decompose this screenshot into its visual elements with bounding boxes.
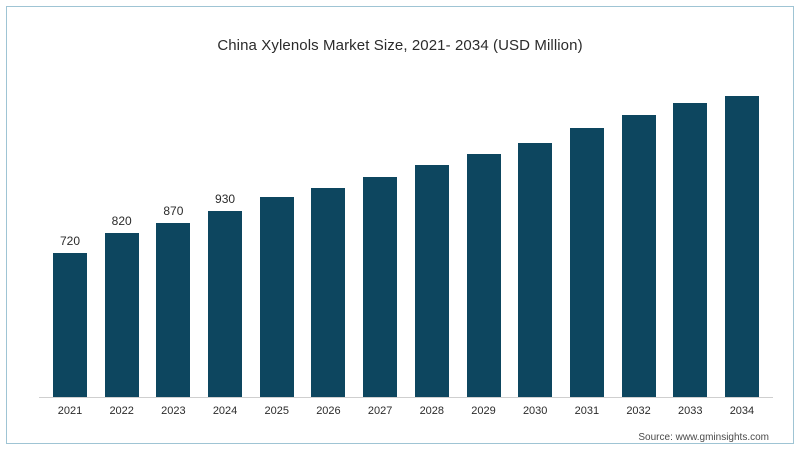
x-tick-label: 2029 xyxy=(471,405,496,417)
chart-title: China Xylenols Market Size, 2021- 2034 (… xyxy=(217,37,583,54)
bar-rect[interactable] xyxy=(673,103,708,397)
bar-value-label: 720 xyxy=(59,234,81,248)
bar-slot[interactable] xyxy=(355,77,405,397)
bar-slot[interactable] xyxy=(562,77,612,397)
bar-rect[interactable] xyxy=(414,165,449,397)
bar-slot[interactable] xyxy=(252,77,302,397)
bar-slot[interactable] xyxy=(303,77,353,397)
bar-rect[interactable] xyxy=(156,223,191,397)
bar-slot[interactable] xyxy=(407,77,457,397)
bar-slot[interactable] xyxy=(459,77,509,397)
x-tick-label: 2032 xyxy=(626,405,651,417)
bar-slot[interactable]: 720 xyxy=(45,77,95,397)
x-axis-labels: 2021 2022 2023 2024 2025 2026 2027 2028 … xyxy=(45,405,767,417)
x-tick-label: 2026 xyxy=(316,405,341,417)
plot-area: 720 820 870 930 xyxy=(45,77,767,397)
bar-rect[interactable] xyxy=(724,95,759,397)
x-tick-label: 2031 xyxy=(574,405,600,417)
bar-rect[interactable] xyxy=(569,128,604,397)
x-tick-label: 2023 xyxy=(161,405,186,417)
bar-rect[interactable] xyxy=(53,253,87,397)
x-tick-label: 2030 xyxy=(522,405,548,417)
bar-series: 720 820 870 930 xyxy=(45,77,767,397)
chart-frame: China Xylenols Market Size, 2021- 2034 (… xyxy=(6,6,794,444)
bar-slot[interactable] xyxy=(717,77,767,397)
x-axis-line xyxy=(39,397,773,398)
x-tick-label: 2028 xyxy=(419,405,445,417)
x-tick-label: 2021 xyxy=(57,405,83,417)
bar-slot[interactable]: 870 xyxy=(148,77,198,397)
bar-value-label: 820 xyxy=(111,214,132,228)
source-note: Source: www.gminsights.com xyxy=(638,432,769,443)
x-tick-label: 2025 xyxy=(264,405,289,417)
x-tick-label: 2034 xyxy=(729,405,755,417)
bar-rect[interactable] xyxy=(259,197,294,397)
x-tick-label: 2024 xyxy=(212,405,238,417)
bar-rect[interactable] xyxy=(104,233,139,397)
bar-value-label: 930 xyxy=(215,192,236,206)
bar-rect[interactable] xyxy=(363,177,398,397)
bar-rect[interactable] xyxy=(208,211,243,397)
bar-slot[interactable] xyxy=(614,77,664,397)
bar-value-label: 870 xyxy=(163,204,184,218)
bar-slot[interactable] xyxy=(510,77,560,397)
bar-rect[interactable] xyxy=(311,188,346,397)
bar-rect[interactable] xyxy=(518,143,553,397)
x-tick-label: 2022 xyxy=(109,405,134,417)
bar-slot[interactable]: 820 xyxy=(97,77,147,397)
bar-slot[interactable]: 930 xyxy=(200,77,250,397)
x-tick-label: 2033 xyxy=(678,405,703,417)
x-tick-label: 2027 xyxy=(367,405,393,417)
bar-rect[interactable] xyxy=(466,154,501,397)
bar-rect[interactable] xyxy=(621,115,656,397)
bar-slot[interactable] xyxy=(665,77,715,397)
